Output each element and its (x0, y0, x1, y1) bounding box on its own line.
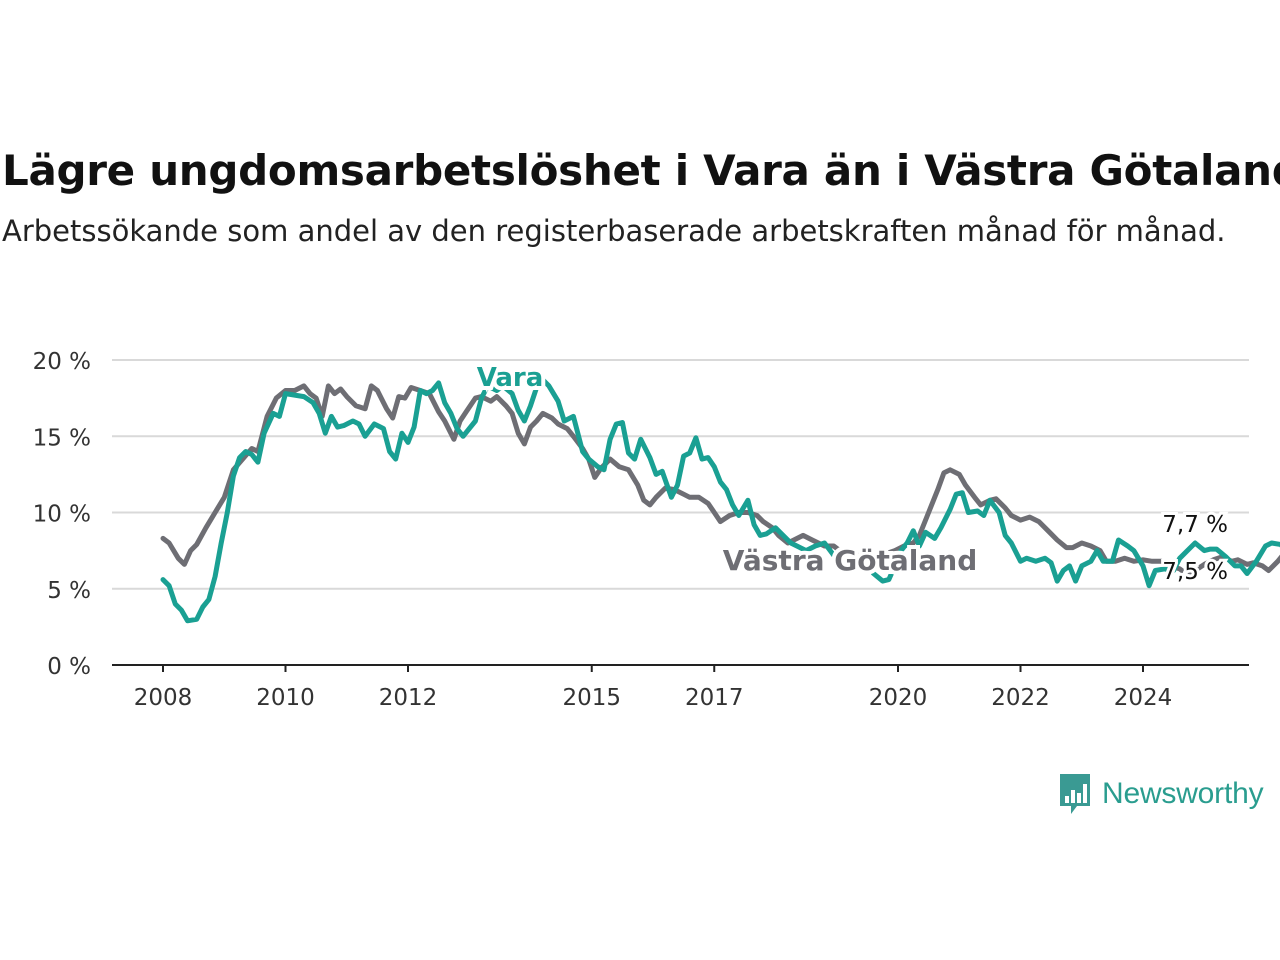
brand-name: Newsworthy (1102, 777, 1264, 810)
gridlines (112, 359, 1249, 590)
newsworthy-logo: Newsworthy (1058, 772, 1264, 816)
chart-subtitle: Arbetssökande som andel av den registerb… (2, 214, 1226, 248)
y-tick-label: 20 % (33, 349, 91, 375)
chart-title: Lägre ungdomsarbetslöshet i Vara än i Vä… (2, 146, 1280, 195)
end-value-label-vastra-gotaland: 7,5 % (1162, 559, 1228, 585)
series-lines (160, 377, 1280, 624)
x-tick-label: 2010 (256, 685, 315, 711)
series-label-vastra-gotaland: Västra Götaland (723, 544, 978, 577)
y-tick-label: 10 % (33, 502, 91, 528)
x-tick-label: 2015 (562, 685, 621, 711)
x-tick-label: 2012 (379, 685, 438, 711)
x-tick-label: 2022 (991, 685, 1050, 711)
series-line-vara (160, 377, 1280, 624)
series-label-vara: Vara (477, 363, 544, 393)
y-tick-label: 0 % (47, 654, 91, 680)
y-tick-label: 5 % (47, 578, 91, 604)
x-tick-label: 2020 (869, 685, 928, 711)
series-labels: Västra Götaland Vara 7,7 % 7,5 % (473, 359, 1231, 588)
series-line-vastra-gotaland (160, 383, 1280, 576)
y-tick-label: 15 % (33, 425, 91, 451)
x-tick-label: 2008 (134, 685, 193, 711)
x-axis-ticks: 2008 2010 2012 2015 2017 2020 2022 2024 (134, 665, 1173, 711)
y-axis-ticks: 0 % 5 % 10 % 15 % 20 % (33, 349, 91, 680)
x-tick-label: 2017 (685, 685, 744, 711)
end-value-label-vara: 7,7 % (1162, 512, 1228, 538)
x-tick-label: 2024 (1114, 685, 1173, 711)
bar-chart-speech-bubble-icon (1060, 774, 1090, 814)
